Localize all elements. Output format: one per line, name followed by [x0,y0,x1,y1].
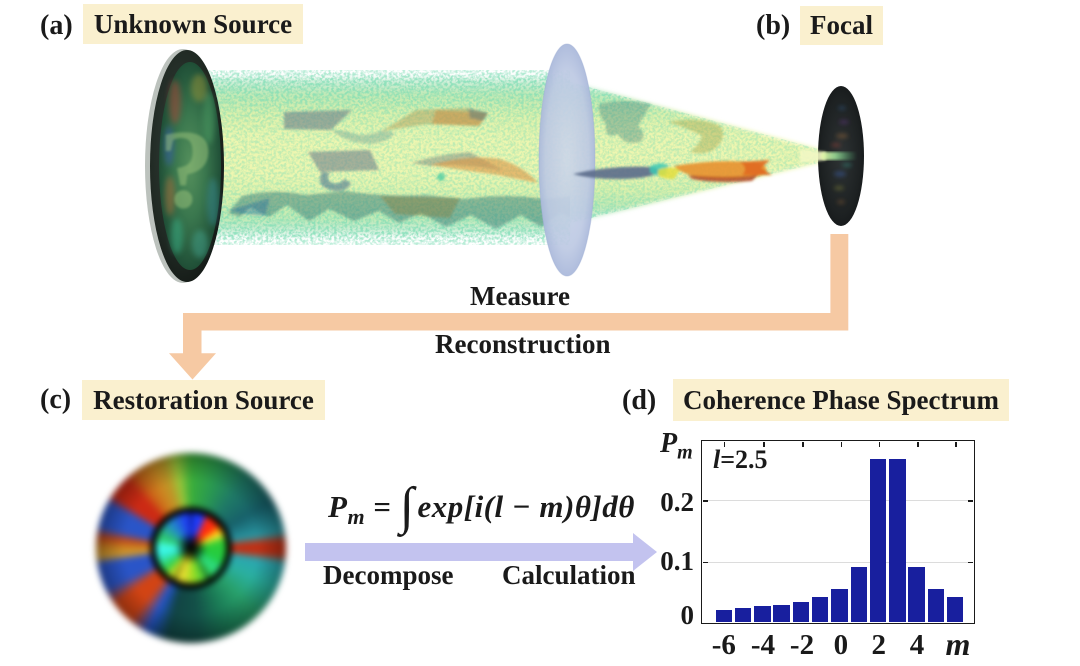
svg-text:?: ? [159,108,215,232]
